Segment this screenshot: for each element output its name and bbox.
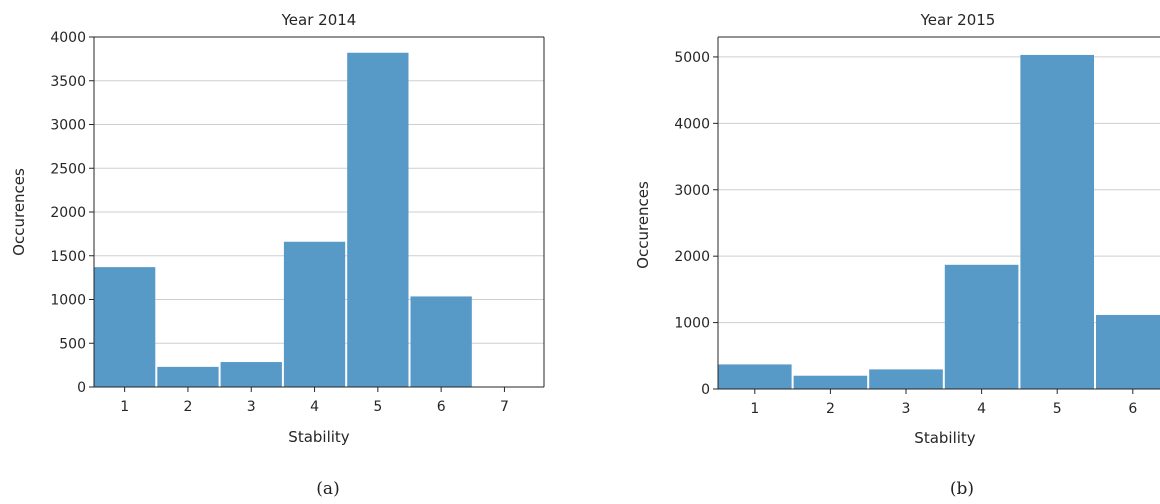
caption-b: (b): [950, 479, 974, 499]
x-tick-label: 1: [750, 401, 759, 417]
y-axis-label: Occurences: [10, 168, 28, 256]
y-tick-label: 3500: [50, 74, 86, 90]
x-tick-label: 7: [500, 399, 509, 415]
x-tick-label: 1: [120, 399, 129, 415]
bar: [718, 364, 792, 389]
y-tick-label: 5000: [674, 50, 710, 66]
bar: [347, 52, 409, 387]
caption-a: (a): [316, 479, 339, 499]
x-tick-label: 5: [1053, 401, 1062, 417]
x-tick-label: 3: [247, 399, 256, 415]
y-tick-label: 1000: [674, 316, 710, 332]
x-axis-label: Stability: [288, 428, 350, 446]
x-tick-label: 5: [373, 399, 382, 415]
bar: [869, 369, 943, 389]
y-tick-label: 0: [77, 380, 86, 396]
bar: [410, 296, 472, 387]
x-tick-label: 4: [310, 399, 319, 415]
bar: [94, 267, 156, 387]
x-tick-label: 2: [826, 401, 835, 417]
y-tick-label: 3000: [674, 183, 710, 199]
chart-2015: 0 1000 2000 3000 4000 5000 1 2 3 4 5 6 Year 2015 St…: [634, 11, 1160, 499]
x-tick-label: 2: [183, 399, 192, 415]
bar: [220, 362, 282, 387]
x-axis-label: Stability: [914, 429, 976, 447]
x-tick-label: 6: [1128, 401, 1137, 417]
x-tick-label: 3: [902, 401, 911, 417]
bar: [1096, 314, 1160, 389]
y-axis-label: Occurences: [634, 181, 652, 269]
y-tick-label: 3000: [50, 118, 86, 134]
bar: [944, 264, 1019, 389]
y-tick-label: 2500: [50, 161, 86, 177]
bar: [157, 366, 219, 387]
y-tick-label: 0: [701, 382, 710, 398]
y-tick-label: 1000: [50, 293, 86, 309]
bar: [1020, 54, 1094, 390]
y-tick-label: 2000: [50, 205, 86, 221]
y-tick-label: 500: [59, 336, 86, 352]
y-tick-label: 4000: [50, 30, 86, 46]
y-tick-label: 1500: [50, 249, 86, 265]
y-tick-label: 4000: [674, 116, 710, 132]
x-tick-label: 6: [437, 399, 446, 415]
x-tick-label: 4: [977, 401, 986, 417]
chart-title: Year 2015: [920, 11, 996, 29]
bar: [283, 241, 346, 387]
bar: [793, 375, 868, 389]
y-tick-label: 2000: [674, 249, 710, 265]
chart-title: Year 2014: [281, 11, 357, 29]
